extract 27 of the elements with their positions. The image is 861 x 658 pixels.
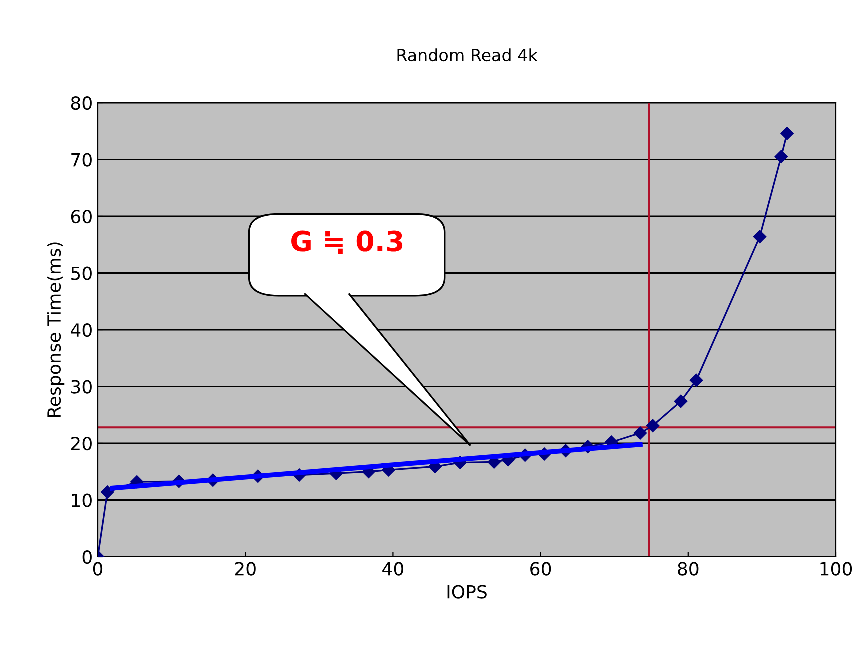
y-tick-label: 10 [72, 494, 92, 508]
point [674, 394, 688, 408]
x-tick-label: 60 [530, 562, 552, 576]
point [774, 150, 788, 164]
x-tick-label: 80 [678, 562, 699, 576]
annotation: G ≒ 0.3 [292, 230, 403, 254]
y-tick-label: 70 [72, 153, 92, 167]
point [690, 374, 704, 388]
x-axis-title: IOPS [448, 585, 487, 599]
point [753, 230, 767, 244]
point [634, 426, 648, 440]
y-tick-label: 0 [82, 550, 92, 564]
y-tick-label: 80 [71, 96, 92, 110]
y-tick-label: 30 [72, 380, 92, 394]
point [780, 127, 794, 140]
point [101, 486, 114, 499]
y-tick-label: 20 [71, 436, 92, 451]
y-tick-label: 50 [72, 266, 92, 280]
x-tick-label: 40 [382, 562, 404, 576]
y-tick-label: 40 [71, 323, 92, 338]
x-tick-label: 0 [93, 562, 103, 576]
x-tick-label: 20 [235, 562, 256, 576]
y-tick-label: 60 [71, 210, 92, 224]
x-tick-label: 100 [820, 562, 852, 576]
chart-title: Random Read 4k [398, 48, 538, 62]
y-axis-title: Response Time(ms) [47, 242, 65, 418]
point [646, 419, 660, 432]
